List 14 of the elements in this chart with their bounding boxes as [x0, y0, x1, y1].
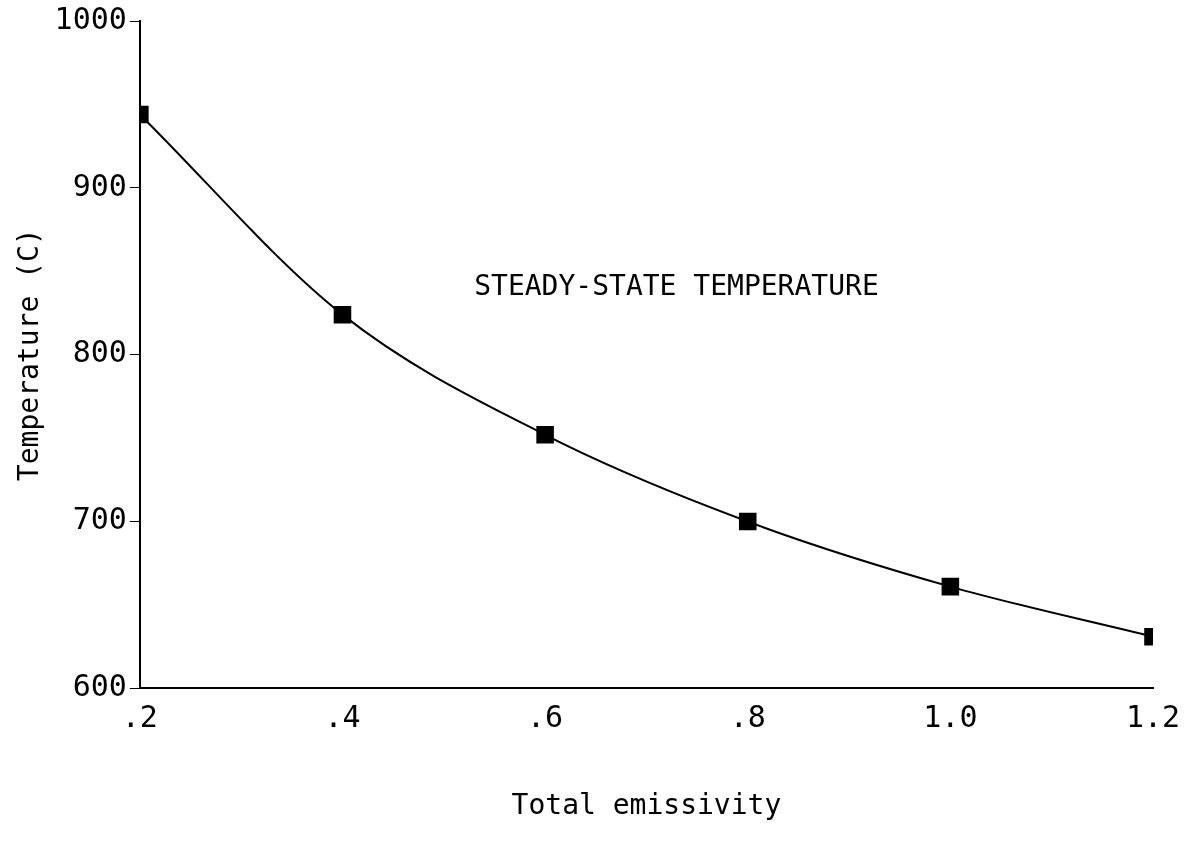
x-axis-title: Total emissivity [511, 788, 782, 822]
y-tick-label: 900 [72, 167, 127, 203]
x-tick-label: 1.0 [923, 699, 978, 735]
point [536, 426, 554, 444]
annotation: STEADY-STATE TEMPERATURE [474, 269, 879, 303]
y-tick-label: 800 [72, 334, 127, 370]
point [738, 512, 757, 531]
x-tick-label: .6 [527, 699, 564, 735]
x-tick-label: .8 [729, 699, 766, 735]
x-tick-label: 1.2 [1125, 699, 1181, 735]
x-tick-label: .4 [324, 699, 361, 735]
y-tick-label: 1000 [54, 0, 127, 36]
y-tick-label: 700 [72, 501, 127, 537]
y-axis-title: Temperature (C) [12, 228, 46, 482]
